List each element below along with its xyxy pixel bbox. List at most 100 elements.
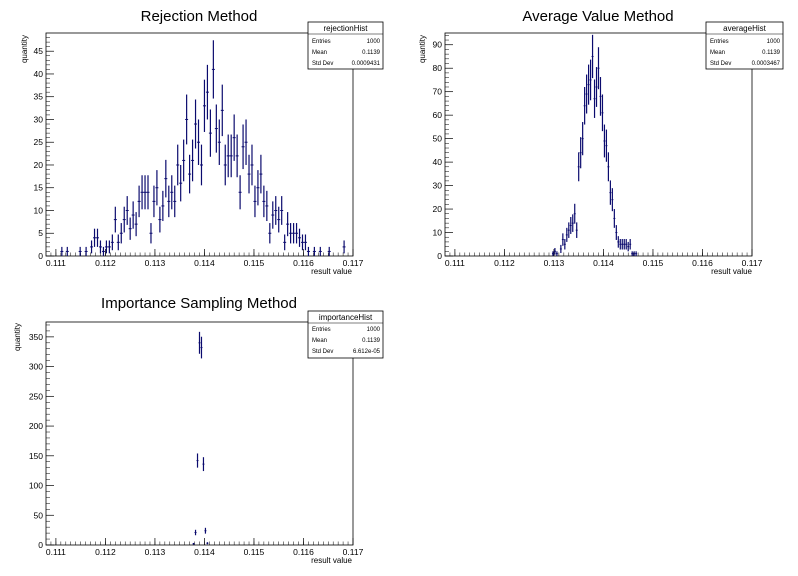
data-point	[229, 134, 233, 178]
chart-panel-importance: Importance Sampling Method 0.111 0.112 0.1…	[13, 295, 384, 565]
data-point	[561, 233, 564, 246]
data-point	[182, 139, 186, 182]
plot-frame	[45, 321, 354, 546]
y-tick-label: 50	[433, 134, 443, 144]
data-point	[303, 234, 307, 251]
data-point	[579, 137, 582, 169]
data-point	[164, 159, 168, 198]
data-point	[591, 34, 594, 79]
y-axis-label: quantity	[418, 35, 427, 63]
data-point	[595, 67, 598, 107]
data-point	[90, 240, 94, 254]
x-tick-label: 0.111	[46, 258, 66, 268]
data-point	[238, 175, 242, 210]
x-tick-label: 0.114	[194, 258, 215, 268]
stats-label: Entries	[312, 39, 331, 45]
data-point	[235, 134, 239, 178]
x-axis-label: result value	[311, 556, 352, 565]
data-point	[192, 542, 195, 545]
data-point	[589, 59, 592, 101]
y-tick-label: 30	[34, 114, 44, 124]
chart-panel-average: Average Value Method 0.111 0.112 0.113 0.11…	[418, 8, 784, 276]
stats-value: 1000	[367, 39, 381, 45]
data-point	[265, 190, 269, 222]
data-point	[104, 240, 108, 254]
data-point	[553, 247, 556, 255]
data-point	[256, 170, 260, 206]
data-point	[283, 234, 287, 251]
data-point	[241, 124, 245, 170]
data-point	[280, 196, 284, 225]
x-tick-label: 0.114	[194, 547, 215, 557]
stats-box: rejectionHist Entries 1000 Mean 0.1139 S…	[307, 21, 384, 70]
data-point	[188, 154, 192, 194]
x-tick-label: 0.112	[95, 258, 116, 268]
data-point	[306, 246, 310, 256]
data-point	[567, 222, 570, 238]
chart-title: Rejection Method	[141, 8, 258, 25]
data-point	[559, 244, 562, 254]
data-point	[131, 201, 135, 229]
data-point	[152, 185, 156, 218]
data-point	[194, 99, 198, 149]
stats-label: Entries	[710, 39, 729, 45]
data-point	[200, 336, 203, 359]
stats-label: Mean	[710, 50, 725, 56]
data-point	[191, 139, 195, 182]
data-point	[607, 152, 610, 182]
data-point	[289, 223, 293, 244]
data-point	[140, 175, 144, 210]
data-point	[271, 201, 275, 229]
data-point	[179, 164, 183, 202]
data-point	[601, 94, 604, 132]
stats-value: 0.1139	[762, 50, 781, 56]
plot-frame	[45, 32, 354, 257]
stats-value: 0.0009431	[352, 61, 381, 67]
data-point	[312, 246, 316, 256]
y-tick-label: 40	[34, 69, 44, 79]
data-point	[194, 529, 197, 536]
stats-label: Mean	[312, 50, 327, 56]
data-point	[627, 241, 630, 252]
stats-label: Std Dev	[312, 349, 333, 355]
x-tick-label: 0.115	[643, 258, 664, 268]
x-tick-label: 0.116	[692, 258, 713, 268]
data-point	[232, 114, 236, 161]
data-point	[253, 185, 257, 218]
stats-value: 1000	[367, 327, 381, 333]
data-point	[581, 122, 584, 156]
x-tick-label: 0.116	[293, 547, 314, 557]
x-tick-label: 0.117	[742, 258, 763, 268]
data-point	[98, 240, 102, 254]
data-point	[128, 217, 132, 240]
y-tick-label: 25	[34, 137, 44, 147]
data-point	[603, 124, 606, 158]
x-tick-label: 0.115	[244, 547, 265, 557]
plot-area: 0.111 0.112 0.113 0.114 0.115 0.116 0.117 0 50 10…	[29, 321, 364, 557]
data-point	[60, 246, 64, 256]
x-axis-label: result value	[311, 267, 352, 276]
data-point	[113, 206, 117, 233]
y-tick-label: 0	[38, 540, 43, 550]
data-point	[214, 104, 218, 153]
stats-value: 0.1139	[362, 50, 381, 56]
stats-label: Mean	[312, 338, 327, 344]
data-point	[84, 246, 88, 256]
data-point	[134, 212, 138, 237]
x-tick-label: 0.112	[95, 547, 116, 557]
data-point	[196, 453, 199, 468]
y-tick-label: 0	[437, 251, 442, 261]
plot-area: 0.111 0.112 0.113 0.114 0.115 0.116 0.117 0 5 10 1…	[34, 32, 364, 268]
y-axis-label: quantity	[20, 35, 29, 63]
data-point	[205, 64, 209, 120]
data-point	[110, 234, 114, 251]
y-tick-label: 0	[38, 251, 43, 261]
data-point	[199, 144, 203, 186]
data-point	[625, 239, 628, 250]
data-point	[223, 144, 227, 186]
data-point	[119, 223, 123, 244]
chart-panel-rejection: Rejection Method 0.111 0.112 0.113 0.114 0.1…	[20, 8, 384, 276]
data-point	[116, 234, 120, 251]
data-point	[125, 196, 129, 225]
